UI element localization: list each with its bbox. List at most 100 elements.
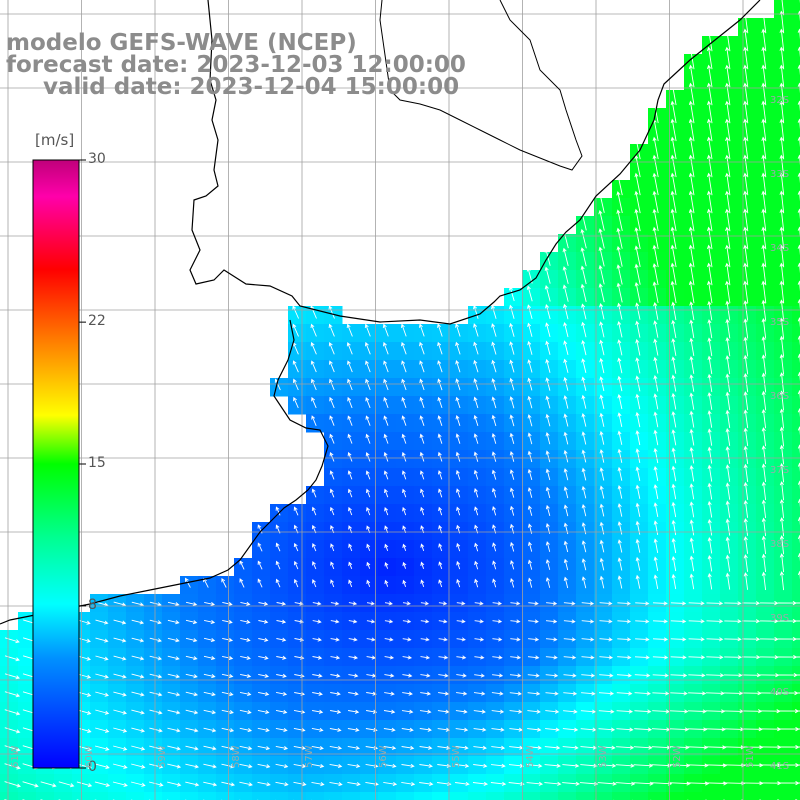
wind-arrow	[438, 488, 443, 498]
wind-arrow	[419, 341, 425, 355]
wind-arrow	[670, 154, 677, 178]
wind-arrow	[365, 415, 371, 426]
wind-arrow	[562, 247, 569, 267]
wind-speed-cell	[666, 792, 685, 800]
wind-speed-cell	[540, 792, 559, 800]
wind-arrow	[384, 691, 395, 696]
wind-arrow	[616, 709, 634, 714]
wind-arrow	[706, 601, 724, 606]
wind-arrow	[329, 378, 335, 391]
wind-arrow	[743, 336, 749, 357]
wind-arrow	[456, 619, 466, 624]
wind-arrow	[329, 506, 335, 516]
wind-arrow	[617, 320, 623, 338]
latitude-label: 36S	[770, 391, 790, 402]
wind-arrow	[653, 429, 659, 446]
wind-arrow	[563, 673, 577, 678]
wind-arrow	[779, 481, 785, 501]
wind-arrow	[599, 485, 605, 499]
wind-arrow	[617, 466, 623, 481]
wind-arrow	[705, 691, 725, 696]
wind-arrow	[310, 378, 317, 391]
wind-speed-cell	[792, 18, 800, 37]
wind-arrow	[670, 208, 677, 232]
wind-arrow	[312, 709, 324, 714]
wind-arrow	[617, 484, 623, 499]
wind-arrow	[598, 691, 615, 696]
wind-arrow	[617, 503, 623, 517]
wind-arrow	[527, 359, 533, 373]
wind-arrow	[706, 226, 713, 250]
wind-arrow	[329, 470, 335, 480]
wind-speed-cell	[234, 792, 253, 800]
wind-arrow	[599, 557, 605, 571]
wind-arrow	[635, 448, 641, 463]
latitude-label: 37S	[770, 465, 790, 476]
wind-arrow	[545, 577, 551, 588]
wind-arrow	[420, 655, 431, 660]
wind-arrow	[310, 360, 317, 373]
wind-speed-cell	[756, 792, 775, 800]
wind-arrow	[95, 727, 110, 733]
wind-arrow	[364, 341, 371, 355]
wind-arrow	[707, 319, 713, 339]
wind-arrow	[329, 745, 343, 750]
wind-speed-cell	[792, 270, 800, 289]
wind-arrow	[527, 559, 533, 570]
wind-arrow	[509, 487, 515, 498]
wind-arrow	[527, 691, 541, 696]
wind-arrow	[167, 781, 182, 787]
wind-arrow	[240, 655, 251, 660]
wind-arrow	[615, 763, 635, 768]
wind-arrow	[652, 190, 659, 214]
wind-arrow	[795, 638, 800, 640]
wind-arrow	[438, 691, 450, 696]
wind-arrow	[330, 543, 335, 552]
wind-arrow	[599, 430, 605, 445]
wind-arrow	[526, 285, 533, 302]
wind-speed-cell	[792, 288, 800, 307]
wind-arrow	[437, 378, 443, 391]
wind-arrow	[311, 506, 317, 516]
wind-arrow	[292, 323, 299, 337]
wind-speed-cell	[792, 360, 800, 379]
wind-speed-cell	[720, 792, 739, 800]
wind-arrow	[167, 601, 180, 607]
wind-speed-cell	[612, 792, 631, 800]
wind-arrow	[725, 118, 731, 142]
wind-arrow	[779, 64, 785, 88]
wind-arrow	[581, 601, 595, 606]
wind-arrow	[687, 709, 707, 714]
wind-arrow	[419, 360, 425, 373]
wind-arrow	[689, 465, 695, 482]
wind-arrow	[275, 578, 281, 588]
wind-arrow	[581, 691, 596, 696]
wind-arrow	[131, 691, 145, 697]
wind-arrow	[724, 619, 742, 624]
wind-arrow	[4, 745, 21, 752]
wind-arrow	[599, 449, 605, 463]
wind-arrow	[473, 414, 479, 427]
wind-arrow	[725, 82, 731, 106]
wind-arrow	[599, 539, 605, 553]
wind-arrow	[401, 709, 414, 714]
wind-arrow	[706, 655, 724, 660]
wind-arrow	[653, 520, 659, 535]
wind-arrow	[562, 763, 580, 768]
wind-speed-cell	[360, 792, 379, 800]
wind-arrow	[635, 601, 650, 606]
wind-arrow	[347, 763, 361, 769]
wind-arrow	[456, 691, 468, 696]
wind-arrow	[670, 244, 677, 268]
wind-arrow	[420, 543, 425, 552]
wind-arrow	[779, 46, 785, 70]
wind-vector-arrows	[4, 0, 800, 800]
wind-arrow	[167, 727, 181, 733]
longitude-label: 51W	[745, 745, 756, 768]
wind-arrow	[545, 673, 559, 678]
wind-arrow	[725, 409, 731, 428]
wind-arrow	[167, 619, 180, 625]
wind-arrow	[347, 745, 361, 750]
wind-arrow	[563, 619, 576, 624]
wind-arrow	[383, 727, 396, 732]
